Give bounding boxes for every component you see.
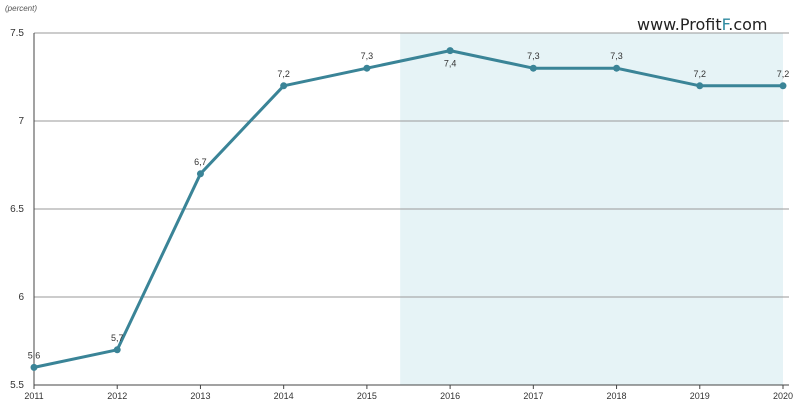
x-tick-label: 2016	[440, 391, 460, 401]
data-point	[529, 64, 537, 72]
data-label: 7,3	[527, 51, 540, 61]
y-tick-label: 5.5	[10, 380, 24, 391]
gridlines	[34, 32, 789, 298]
data-point	[280, 82, 288, 90]
x-tick-label: 2019	[690, 391, 710, 401]
data-point	[196, 170, 204, 178]
data-label: 7,2	[277, 69, 290, 79]
data-point	[696, 82, 704, 90]
y-tick-label: 6	[18, 292, 24, 303]
x-tick-label: 2014	[274, 391, 294, 401]
tick-labels: 5.5 6 6.5 7 7.5 2011 2012 2013 2014 2015 2016 2017 2…	[10, 28, 793, 401]
data-point	[363, 64, 371, 72]
data-label: 7,4	[444, 59, 457, 69]
y-tick-label: 7	[18, 116, 24, 127]
x-tick-label: 2011	[24, 391, 43, 401]
data-label: 5,7	[111, 333, 124, 343]
data-point	[446, 47, 454, 55]
data-point	[113, 346, 121, 354]
data-points	[30, 47, 787, 371]
watermark-part-b: F	[722, 15, 731, 34]
x-tick-label: 2015	[357, 391, 377, 401]
watermark-part-c: .com	[728, 15, 767, 34]
x-tick-label: 2018	[607, 391, 627, 401]
x-tick-label: 2013	[190, 391, 210, 401]
series-line-layer	[33, 49, 783, 369]
x-tick-label: 2017	[523, 391, 543, 401]
data-label: 6,7	[194, 157, 207, 167]
unit-label: (percent)	[5, 4, 37, 13]
data-label: 7,2	[694, 69, 707, 79]
data-label: 5,6	[28, 350, 41, 360]
x-tick-label: 2020	[773, 391, 793, 401]
axes	[33, 33, 789, 389]
x-tick-label: 2012	[107, 391, 127, 401]
data-point	[30, 363, 38, 371]
y-tick-label: 7.5	[10, 28, 24, 39]
data-point	[613, 64, 621, 72]
data-label: 7,3	[361, 51, 374, 61]
y-tick-label: 6.5	[10, 204, 24, 215]
data-label: 7,3	[610, 51, 623, 61]
series-line	[33, 49, 783, 369]
data-point	[779, 82, 787, 90]
watermark-part-a: www.Profit	[637, 15, 722, 34]
data-labels: 5,6 5,7 6,7 7,2 7,3 7,4 7,3 7,3 7,2 7,2	[28, 51, 790, 360]
data-label: 7,2	[777, 69, 790, 79]
watermark: www.ProfitF.com	[637, 15, 768, 34]
